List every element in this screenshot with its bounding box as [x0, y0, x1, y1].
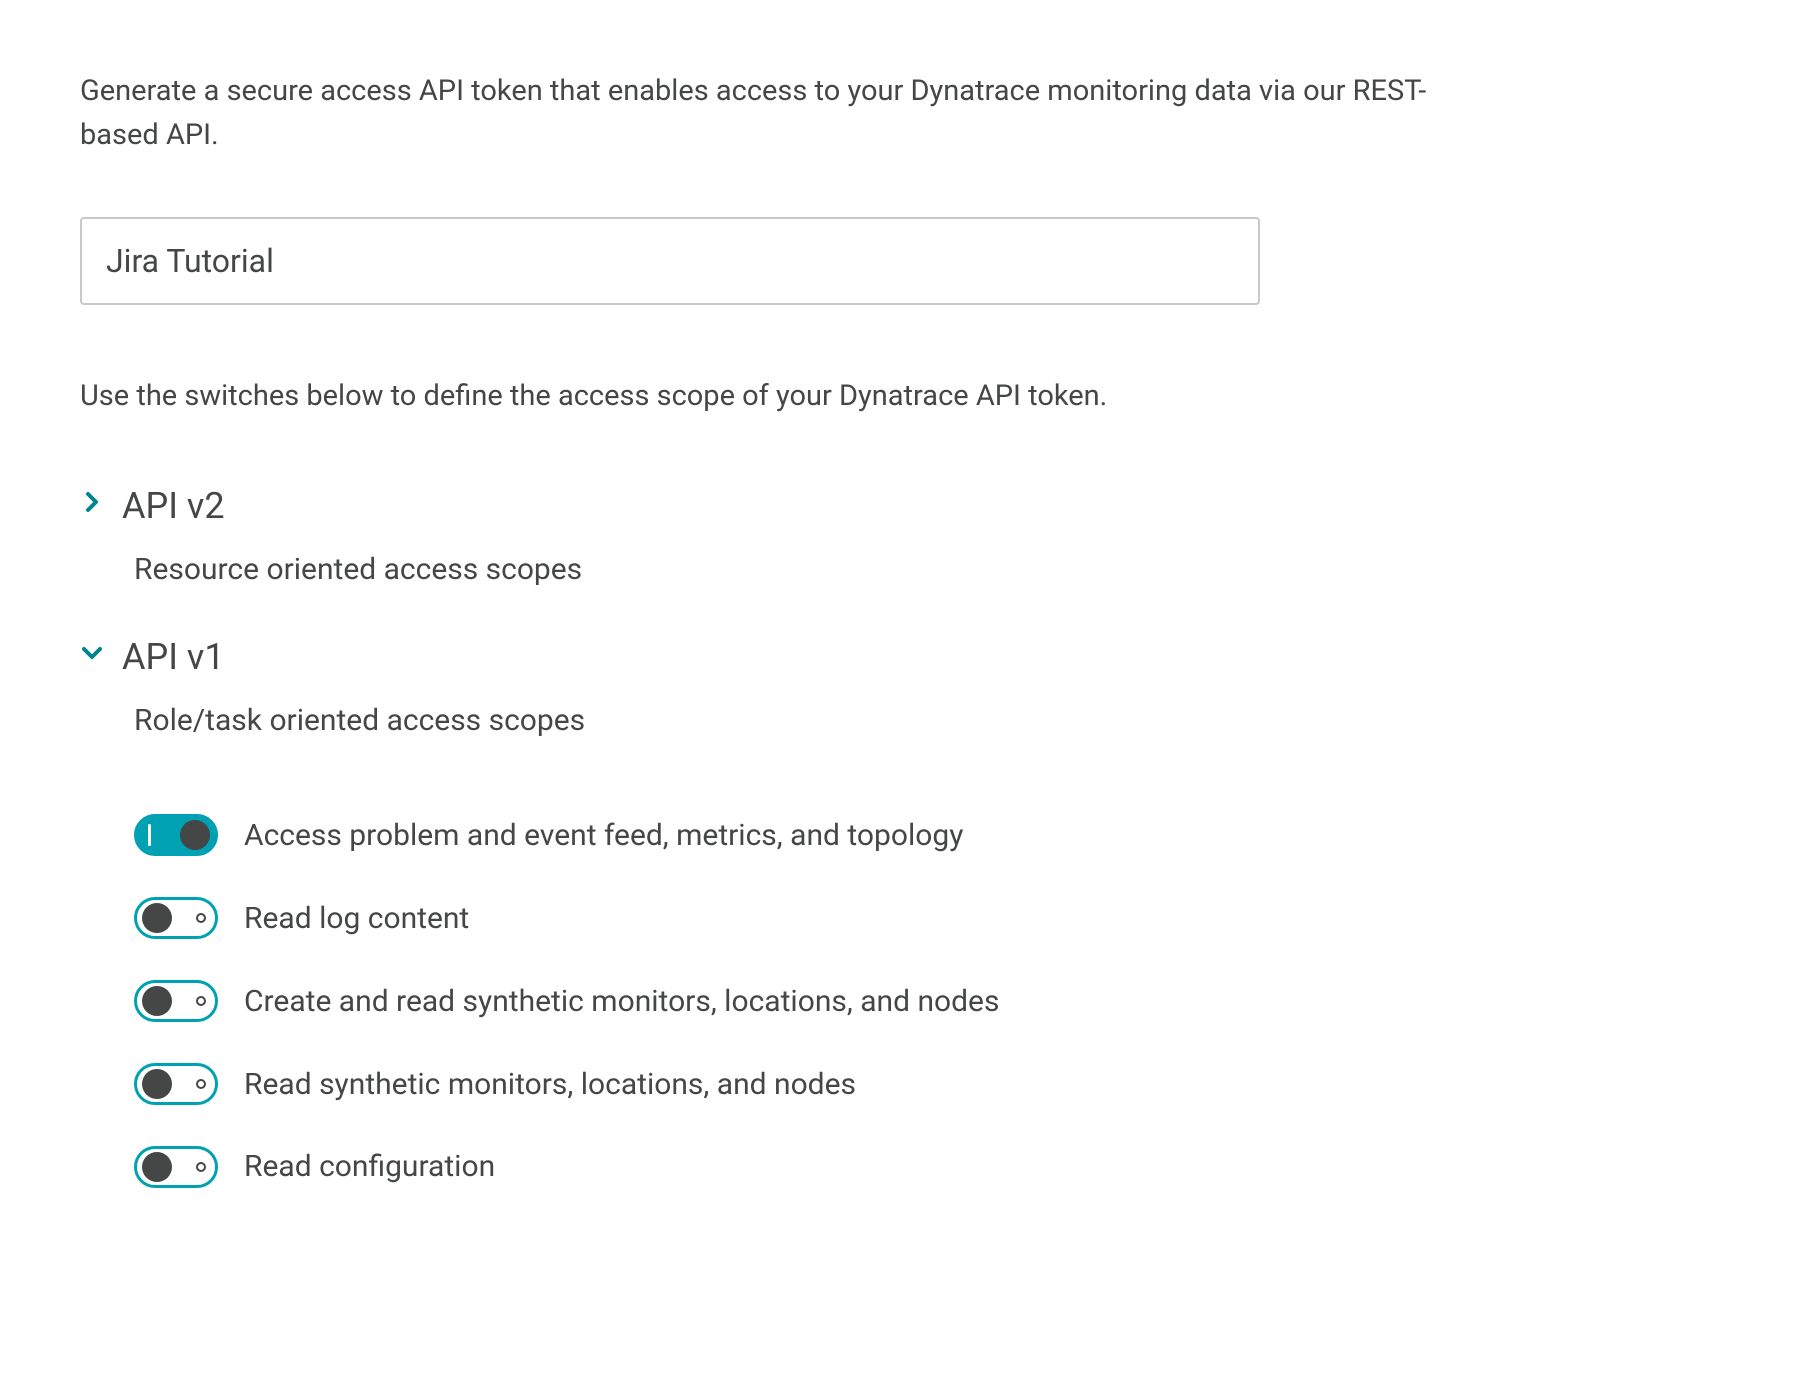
scope-row: Read log content [134, 896, 1720, 941]
section-subtitle-api-v1: Role/task oriented access scopes [134, 698, 1720, 743]
scope-toggle[interactable] [134, 897, 218, 939]
section-header-api-v2[interactable]: API v2 [80, 479, 1720, 533]
scope-label: Read configuration [244, 1145, 495, 1189]
chevron-right-icon [80, 484, 104, 528]
section-header-api-v1[interactable]: API v1 [80, 630, 1720, 684]
intro-text: Generate a secure access API token that … [80, 70, 1480, 157]
section-api-v1: API v1 Role/task oriented access scopes … [80, 630, 1720, 1189]
scope-row: Read configuration [134, 1145, 1720, 1189]
token-name-input[interactable] [80, 217, 1260, 305]
scope-label: Create and read synthetic monitors, loca… [244, 979, 999, 1024]
scope-list-api-v1: Access problem and event feed, metrics, … [134, 813, 1720, 1189]
section-api-v2: API v2 Resource oriented access scopes [80, 479, 1720, 592]
scope-label: Read log content [244, 896, 469, 941]
scope-row: Create and read synthetic monitors, loca… [134, 979, 1720, 1024]
scope-toggle[interactable] [134, 980, 218, 1022]
scope-row: Access problem and event feed, metrics, … [134, 813, 1720, 858]
section-title-api-v2: API v2 [122, 479, 225, 533]
chevron-down-icon [80, 635, 104, 679]
section-subtitle-api-v2: Resource oriented access scopes [134, 547, 1720, 592]
scope-label: Access problem and event feed, metrics, … [244, 813, 963, 858]
scope-toggle[interactable] [134, 1146, 218, 1188]
scope-label: Read synthetic monitors, locations, and … [244, 1062, 856, 1107]
scope-intro-text: Use the switches below to define the acc… [80, 375, 1720, 419]
section-title-api-v1: API v1 [122, 630, 225, 684]
scope-toggle[interactable] [134, 1063, 218, 1105]
scope-toggle[interactable] [134, 814, 218, 856]
scope-row: Read synthetic monitors, locations, and … [134, 1062, 1720, 1107]
